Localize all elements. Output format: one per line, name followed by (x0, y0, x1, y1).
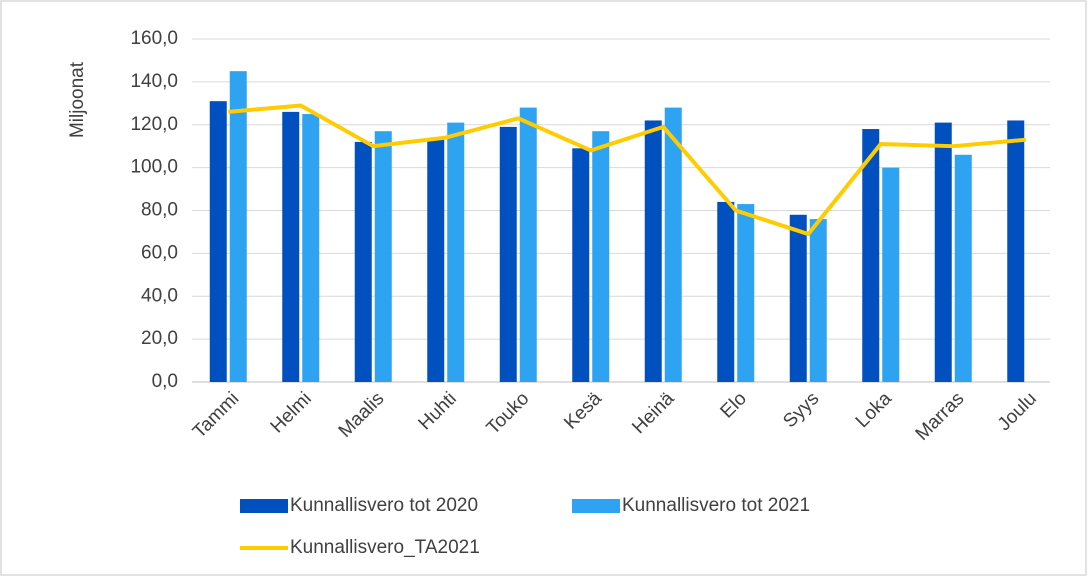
y-tick-label: 0,0 (152, 371, 178, 392)
y-tick-label: 80,0 (141, 200, 178, 221)
bar (519, 107, 537, 382)
bar (934, 122, 952, 382)
bar (954, 154, 972, 382)
bar (809, 219, 827, 382)
y-axis-label: Miljoonat (67, 61, 88, 138)
y-tick-label: 40,0 (141, 285, 178, 306)
legend-label: Kunnallisvero tot 2020 (290, 495, 478, 516)
bar (737, 204, 755, 382)
bar (717, 201, 735, 382)
legend-swatch (240, 499, 288, 513)
bar (499, 126, 517, 382)
legend-swatch (572, 499, 620, 513)
line (228, 103, 1026, 237)
legend-label: Kunnallisvero tot 2021 (622, 495, 810, 516)
bar (229, 71, 247, 382)
bar (354, 141, 372, 382)
bar (862, 129, 880, 382)
bar (302, 114, 320, 382)
y-tick-label: 140,0 (130, 71, 178, 92)
y-tick-label: 160,0 (130, 28, 178, 49)
bar (1007, 120, 1025, 383)
bar (374, 131, 392, 382)
bar (664, 107, 682, 382)
y-tick-label: 100,0 (130, 157, 178, 178)
bar (882, 167, 900, 382)
bar (572, 148, 590, 382)
y-tick-label: 60,0 (141, 242, 178, 263)
bar (592, 131, 610, 382)
bar (789, 214, 807, 382)
bar (644, 120, 662, 383)
bar (447, 122, 465, 382)
legend-label: Kunnallisvero_TA2021 (290, 537, 480, 558)
y-tick-label: 20,0 (141, 328, 178, 349)
bar (427, 139, 445, 382)
y-tick-label: 120,0 (130, 114, 178, 135)
bar (282, 111, 300, 382)
bar (209, 101, 227, 382)
